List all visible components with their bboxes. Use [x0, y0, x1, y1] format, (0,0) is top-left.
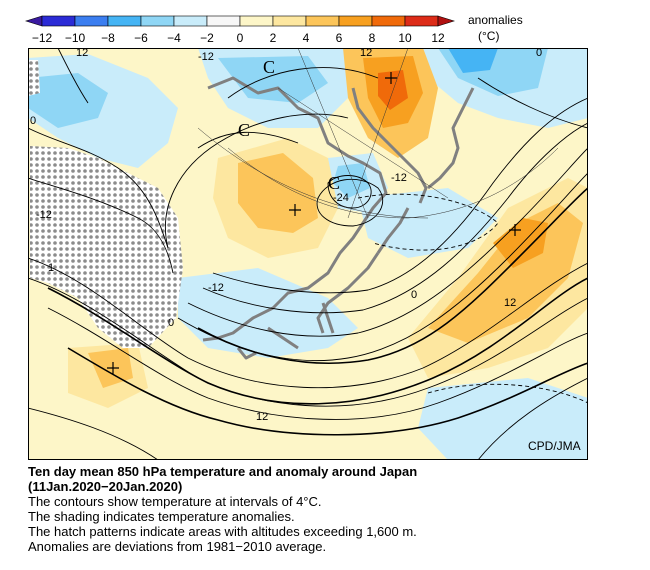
caption-line: Anomalies are deviations from 1981−2010 … — [28, 539, 327, 554]
colorbar-ticks: −12 −10 −8 −6 −4 −2 0 2 4 6 8 10 12 — [32, 31, 445, 45]
contour-label: 1 — [48, 262, 54, 274]
high-altitude-hatch — [30, 146, 183, 348]
caption-line: The hatch patterns indicate areas with a… — [28, 524, 417, 539]
warm-anomaly-siberia-core — [238, 153, 318, 233]
caption-line: The contours show temperature at interva… — [28, 494, 322, 509]
anomaly-colorbar: −12 −10 −8 −6 −4 −2 0 2 4 6 8 10 12 anomalies (°C) — [24, 13, 523, 45]
contour-label-group: 12 -12 12 0 -12 C C C -12 -24 -12 1 0 0 … — [30, 48, 542, 423]
contour-label: 0 — [168, 317, 174, 329]
cold-center-label: C — [263, 57, 275, 77]
cold-anomaly-northeast-deep — [448, 48, 498, 73]
colorbar-swatch — [404, 15, 439, 27]
colorbar-swatch — [239, 15, 274, 27]
colorbar-unit: (°C) — [478, 29, 499, 43]
figure-caption: Ten day mean 850 hPa temperature and ano… — [28, 464, 628, 554]
colorbar-title: anomalies — [468, 13, 523, 27]
colorbar-tick-label: −12 — [32, 31, 53, 45]
colorbar-swatch — [371, 15, 406, 27]
contour-label: 12 — [504, 297, 516, 309]
cold-center-label: C — [328, 173, 340, 193]
cold-center-label: C — [238, 120, 250, 140]
colorbar-swatch — [206, 15, 241, 27]
caption-title: Ten day mean 850 hPa temperature and ano… — [28, 464, 418, 479]
colorbar-tick-label: 12 — [431, 31, 445, 45]
colorbar-swatch — [173, 15, 208, 27]
contour-label: 0 — [30, 115, 36, 127]
colorbar-tick-label: −4 — [167, 31, 181, 45]
cold-anomaly-south-sea — [358, 188, 498, 258]
cold-anomaly-north-core — [218, 56, 328, 103]
cold-anomaly-pacific — [418, 378, 588, 460]
contour-label: 0 — [411, 289, 417, 301]
temperature-contours — [28, 48, 588, 460]
colorbar-arrow-high — [437, 15, 456, 27]
colorbar-tick-label: 8 — [369, 31, 376, 45]
map-border — [28, 48, 588, 460]
contour-label: -12 — [36, 209, 52, 221]
caption-period: (11Jan.2020−20Jan.2020) — [28, 479, 183, 494]
contour-label: 12 — [256, 411, 268, 423]
zero-anomaly-dashed — [357, 193, 588, 404]
thick-contours — [47, 187, 588, 436]
colorbar-tick-label: 2 — [270, 31, 277, 45]
colorbar-tick-label: −2 — [200, 31, 214, 45]
colorbar-swatch — [305, 15, 340, 27]
colorbar-tick-label: 10 — [398, 31, 412, 45]
colorbar-tick-label: −6 — [134, 31, 148, 45]
high-altitude-hatch-north — [28, 60, 40, 96]
contour-label: 0 — [536, 48, 542, 59]
colorbar-swatch — [107, 15, 142, 27]
caption-line: The shading indicates temperature anomal… — [28, 509, 295, 524]
colorbar-tick-label: 0 — [237, 31, 244, 45]
graticule — [197, 48, 559, 219]
colorbar-swatch — [74, 15, 109, 27]
contour-label: -12 — [198, 51, 214, 63]
anomaly-map: 12 -12 12 0 -12 C C C -12 -24 -12 1 0 0 … — [28, 48, 588, 460]
contour-label: 12 — [360, 48, 372, 59]
contour-label: -12 — [391, 172, 407, 184]
colorbar-tick-label: 4 — [303, 31, 310, 45]
colorbar-arrow-low — [24, 15, 43, 27]
extremum-markers — [107, 72, 521, 374]
colorbar-tick-label: 6 — [336, 31, 343, 45]
contour-label: -12 — [208, 282, 224, 294]
colorbar-swatches — [24, 15, 456, 27]
coastlines — [202, 76, 475, 360]
colorbar-swatch — [338, 15, 373, 27]
colorbar-swatch — [272, 15, 307, 27]
colorbar-swatch — [140, 15, 175, 27]
contour-label: -24 — [333, 192, 349, 204]
map-credit: CPD/JMA — [528, 439, 581, 453]
colorbar-swatch — [41, 15, 76, 27]
cold-anomaly-west-core — [28, 73, 108, 128]
contour-label: 12 — [76, 48, 88, 59]
colorbar-tick-label: −8 — [101, 31, 115, 45]
cold-anomaly-korea-core — [333, 163, 370, 198]
colorbar-tick-label: −10 — [65, 31, 86, 45]
